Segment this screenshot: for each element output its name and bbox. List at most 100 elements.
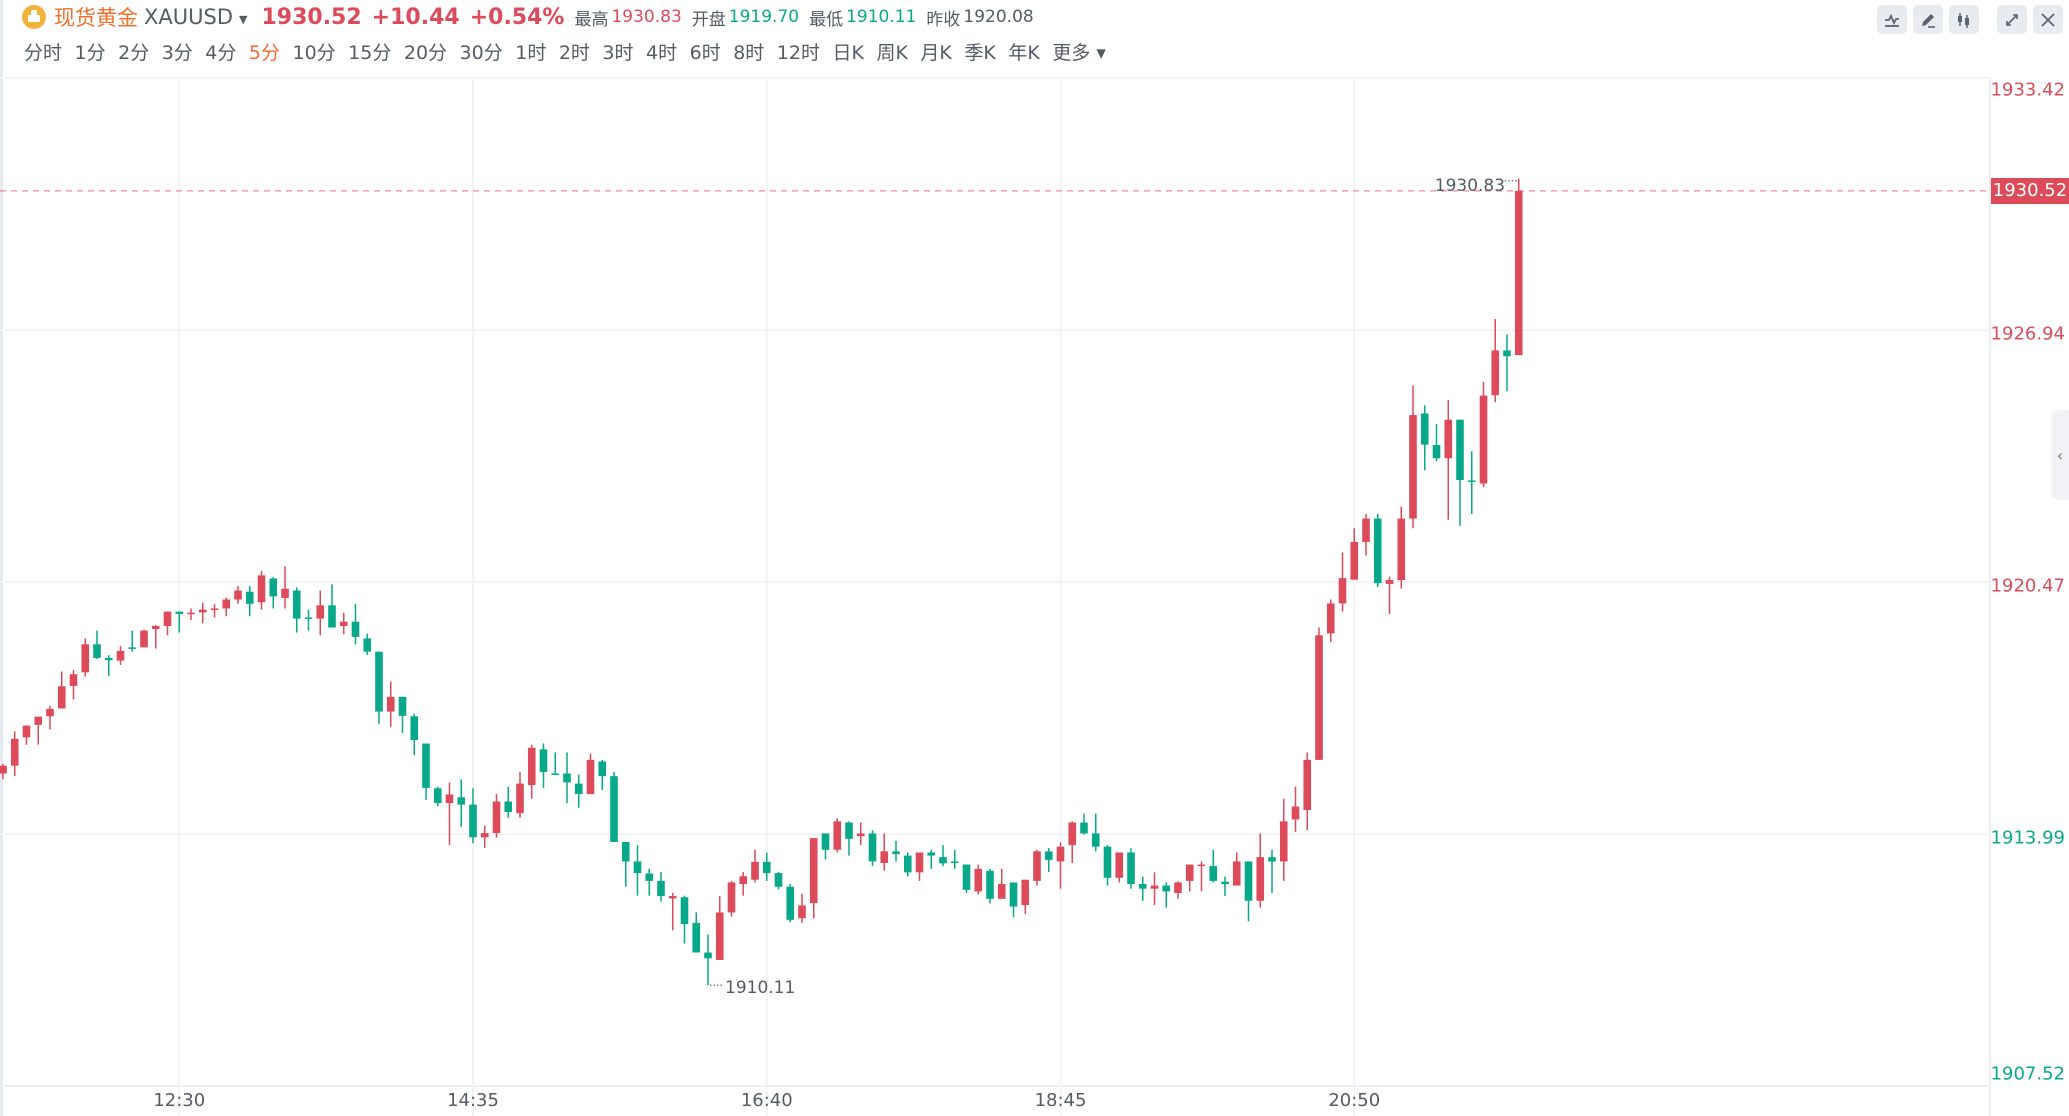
period-tab[interactable]: 6时 <box>689 42 721 64</box>
candle-body <box>281 588 289 598</box>
time-axis-label: 12:30 <box>153 1090 206 1111</box>
candle-body <box>1420 413 1429 445</box>
candle-body <box>328 605 336 628</box>
candle-body <box>610 776 618 842</box>
instrument-title[interactable]: 现货黄金 <box>54 6 138 30</box>
period-toolbar: 分时 1分 2分 3分 4分 5分 10分 15分 20分 30分 1时 2时 3时 4时 6时 8时 12时日… <box>24 38 1118 65</box>
draw-button[interactable] <box>1913 5 1943 34</box>
quote-header: 现货黄金 XAUUSD ▼ 1930.52 +10.44 +0.54% 最高 1… <box>22 2 1044 32</box>
symbol-dropdown-caret-icon[interactable]: ▼ <box>239 12 248 26</box>
period-tab[interactable]: 分时 <box>24 42 63 64</box>
candle-body <box>692 922 701 953</box>
candle-body <box>1362 518 1370 542</box>
candle-body <box>1174 882 1182 893</box>
period-tab[interactable]: 年K <box>1008 42 1040 64</box>
candle-body <box>222 599 231 609</box>
fullscreen-button[interactable] <box>1997 5 2027 34</box>
close-button[interactable] <box>2033 5 2063 34</box>
price-axis-label: 1920.47 <box>1990 575 2065 597</box>
candle-body <box>398 696 407 716</box>
period-tab[interactable]: 周K <box>876 42 908 64</box>
candle-body <box>1514 190 1523 356</box>
candle-body <box>269 578 278 597</box>
candle-body <box>1033 851 1041 881</box>
period-tab[interactable]: 10分 <box>292 42 336 64</box>
candle-body <box>915 852 924 873</box>
open-value: 1919.70 <box>728 7 800 27</box>
period-tab[interactable]: 4时 <box>646 42 678 64</box>
prev-close-label: 昨收 <box>926 9 961 30</box>
candle-body <box>116 650 125 661</box>
candle-body <box>833 821 842 850</box>
candle-body <box>1021 879 1030 906</box>
candle-body <box>1115 852 1124 878</box>
chart-type-button[interactable] <box>1949 5 1979 34</box>
period-tab[interactable]: 1时 <box>515 42 547 64</box>
period-tab[interactable]: 2分 <box>118 42 150 64</box>
candle-body <box>598 761 607 777</box>
time-axis-label: 14:35 <box>447 1090 499 1111</box>
price-axis-label: 1926.94 <box>1990 323 2065 345</box>
candle-body <box>1291 806 1300 820</box>
period-tab[interactable]: 15分 <box>348 42 392 64</box>
candle-body <box>386 696 395 712</box>
period-tab[interactable]: 日K <box>832 42 864 64</box>
candle-body <box>1326 603 1335 634</box>
candle-body <box>140 630 148 648</box>
candle-body <box>22 725 31 738</box>
candle-body <box>234 590 242 600</box>
side-panel-toggle[interactable]: ‹ <box>2051 410 2069 500</box>
candle-body <box>1197 864 1206 867</box>
low-label: 最低 <box>809 9 844 30</box>
candle-body <box>1315 635 1323 760</box>
candle-body <box>1350 541 1359 580</box>
candle-body <box>821 833 830 850</box>
max-price-annotation: 1930.83 <box>1434 175 1506 196</box>
candle-body <box>0 765 7 774</box>
candle-body <box>739 876 748 885</box>
candle-body <box>1444 419 1453 459</box>
period-tab[interactable]: 12时 <box>776 42 820 64</box>
candle-body <box>774 873 783 887</box>
candle-body <box>422 743 430 788</box>
period-tab[interactable]: 1分 <box>74 42 106 64</box>
period-tab[interactable]: 8时 <box>733 42 765 64</box>
period-tab[interactable]: 20分 <box>403 42 448 64</box>
low-value: 1910.11 <box>846 7 917 27</box>
candle-body <box>798 905 806 919</box>
candle-body <box>1338 578 1347 604</box>
candle-body <box>856 833 865 837</box>
last-price-tag: 1930.52 <box>1991 177 2069 204</box>
candle-body <box>950 861 959 863</box>
candle-body <box>586 759 595 795</box>
candle-body <box>104 657 113 661</box>
period-tab[interactable]: 30分 <box>459 42 503 64</box>
candle-body <box>492 801 501 834</box>
candle-body <box>715 912 724 960</box>
candle-body <box>339 621 348 626</box>
indicator-button[interactable] <box>1877 5 1907 34</box>
gold-coin-icon <box>22 5 46 29</box>
candle-body <box>751 861 759 880</box>
candle-body <box>516 783 524 814</box>
instrument-symbol[interactable]: XAUUSD <box>144 5 233 29</box>
candle-body <box>727 882 736 913</box>
period-tab[interactable]: 3时 <box>602 42 634 64</box>
candle-body <box>539 749 548 772</box>
period-tab[interactable]: 3分 <box>161 42 193 64</box>
price-change: +10.44 <box>371 4 460 30</box>
candle-body <box>1397 518 1406 581</box>
period-tab[interactable]: 更多 ▾ <box>1052 42 1106 64</box>
period-tab[interactable]: 2时 <box>558 42 590 64</box>
candle-body <box>81 644 90 673</box>
period-tab[interactable]: 5分 <box>248 42 280 64</box>
period-tab[interactable]: 4分 <box>205 42 237 64</box>
candle-body <box>316 605 325 619</box>
period-tab[interactable]: 季K <box>964 42 996 64</box>
period-tab[interactable]: 月K <box>920 42 952 64</box>
price-axis-label: 1907.52 <box>1990 1063 2065 1085</box>
candle-body <box>668 896 677 899</box>
candle-body <box>621 841 630 862</box>
candle-body <box>257 575 266 603</box>
